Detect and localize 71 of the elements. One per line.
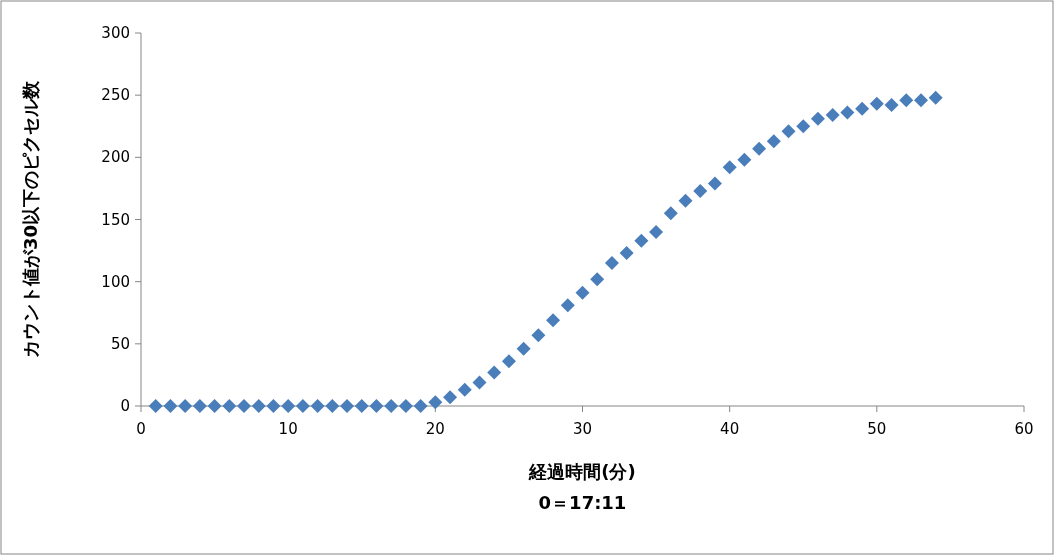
point [737,152,752,167]
x-axis-title: 経過時間(分) [528,461,636,482]
y-tick-label: 250 [101,86,130,105]
point [825,108,840,123]
point [295,399,310,413]
point [722,160,737,175]
point [428,395,443,410]
point [575,285,590,300]
point [619,246,634,261]
point [384,399,399,413]
point [869,96,884,111]
point [884,98,899,113]
x-tick-label: 20 [425,420,445,438]
point [590,272,605,287]
point [899,93,914,108]
point [237,399,252,413]
y-tick-label: 200 [101,148,130,167]
x-tick-label: 30 [572,420,593,438]
x-tick-label: 60 [1014,420,1034,438]
point [398,399,413,413]
point [310,399,325,413]
point [913,93,928,108]
x-tick-label: 40 [720,420,740,438]
point [266,399,281,413]
point [766,134,781,149]
point [604,256,619,271]
point [457,382,472,397]
x-tick-label: 0 [136,420,146,438]
point [663,206,678,221]
point [281,399,296,413]
point [560,298,575,313]
y-tick-label: 100 [101,272,130,291]
text: 0＝17:11 [538,492,627,513]
y-axis-title: カウント値が30以下のピクセル数 [20,79,41,359]
x-tick-label: 50 [867,420,887,438]
point [634,233,649,248]
point [855,101,870,116]
point [178,399,193,413]
point [340,399,355,413]
point [207,399,222,413]
point [163,399,178,413]
point [222,399,237,413]
point [192,399,207,413]
point [928,90,943,105]
point [516,341,531,356]
point [148,399,163,413]
y-tick-label: 300 [101,24,130,42]
point [546,313,561,328]
point [251,399,266,413]
point [325,399,340,413]
point [487,365,502,380]
point [354,399,369,413]
point [443,390,458,405]
point [531,328,546,343]
y-tick-label: 150 [101,210,130,229]
x-tick-label: 10 [278,420,298,438]
point [472,375,487,390]
point [840,105,855,120]
y-tick-label: 0 [120,397,130,415]
point [369,399,384,413]
point [781,124,796,139]
point [678,193,693,208]
point [693,183,708,198]
point [707,176,722,191]
point [810,111,825,126]
point [501,354,516,369]
y-tick-label: 50 [110,334,130,353]
point [649,224,664,239]
point [796,119,811,134]
point [752,141,767,156]
point [413,399,428,413]
